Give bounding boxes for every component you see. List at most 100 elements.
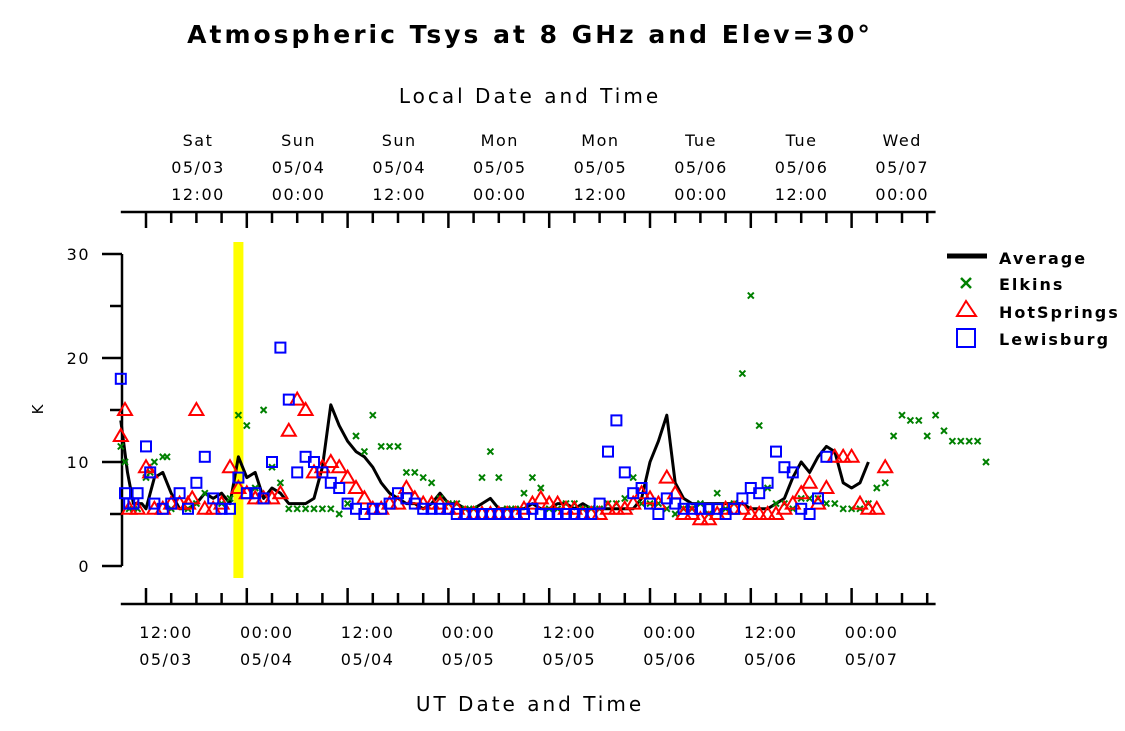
lewisburg-point: [635, 482, 648, 494]
elkins-point: [234, 411, 243, 419]
elkins-point: [772, 499, 780, 508]
top-tick-day: Tue: [684, 131, 717, 150]
top-tick-date: 05/06: [775, 158, 829, 177]
elkins-point: [427, 479, 436, 487]
bottom-tick-time: 00:00: [442, 623, 496, 642]
lewisburg-point: [686, 502, 698, 515]
lewisburg-point: [232, 471, 245, 484]
hotsprings-point: [817, 479, 836, 494]
lewisburg-point: [618, 466, 631, 479]
elkins-point: [117, 442, 125, 451]
elkins-point: [385, 442, 394, 451]
lewisburg-point: [753, 487, 766, 500]
legend: Average Elkins HotSprings Lewisburg: [947, 249, 1120, 349]
elkins-point: [335, 510, 343, 518]
elkins-point: [898, 411, 906, 419]
elkins-point: [528, 473, 537, 482]
lewisburg-point: [812, 492, 824, 505]
elkins-point: [352, 432, 360, 440]
elkins-point: [889, 432, 898, 440]
bottom-tick-time: 12:00: [341, 623, 395, 642]
elkins-point: [839, 505, 847, 513]
hotsprings-point: [196, 499, 214, 515]
elkins-point: [982, 458, 990, 466]
elkins-point: [259, 406, 268, 414]
legend-hotsprings-swatch: [955, 299, 978, 317]
elkins-point: [965, 437, 973, 445]
elkins-point: [957, 437, 965, 445]
hotsprings-point: [758, 505, 777, 520]
hotsprings-point: [271, 484, 290, 500]
elkins-point: [310, 505, 318, 513]
top-axis-title: Local Date and Time: [399, 84, 661, 108]
highlight-band-layer: [233, 242, 244, 578]
elkins-point: [486, 447, 495, 456]
hotsprings-point: [322, 453, 340, 468]
top-tick-time: 12:00: [775, 185, 829, 204]
top-tick-time: 00:00: [875, 185, 929, 204]
bottom-tick-date: 05/06: [643, 650, 697, 669]
elkins-point: [831, 499, 839, 508]
lewisburg-point: [602, 445, 614, 458]
hotsprings-point: [834, 447, 852, 463]
lewisburg-point: [576, 508, 589, 520]
chart-title: Atmospheric Tsys at 8 GHz and Elev=30°: [187, 20, 873, 49]
bottom-tick-date: 05/05: [442, 650, 496, 669]
lewisburg-point: [182, 502, 194, 515]
lewisburg-point: [702, 502, 715, 515]
top-tick-day: Tue: [785, 131, 818, 150]
lewisburg-point: [425, 502, 438, 515]
highlight-band: [233, 242, 244, 578]
lewisburg-point: [240, 487, 253, 500]
legend-hotsprings-label: HotSprings: [999, 303, 1120, 322]
lewisburg-point: [291, 466, 304, 479]
elkins-point: [478, 473, 486, 482]
bottom-tick-date: 05/03: [139, 650, 193, 669]
lewisburg-point: [316, 466, 329, 479]
top-tick-day: Wed: [883, 131, 922, 150]
top-tick-date: 05/07: [875, 158, 929, 177]
hotsprings-point: [557, 499, 575, 515]
hotsprings-point: [624, 494, 642, 510]
bottom-tick-time: 00:00: [845, 623, 899, 642]
hotsprings-point: [842, 447, 861, 463]
elkins-point: [621, 494, 629, 503]
lewisburg-point: [736, 492, 749, 505]
elkins-point: [738, 369, 747, 378]
bottom-tick-date: 05/05: [542, 650, 596, 669]
lewisburg-point: [803, 508, 816, 520]
top-tick-time: 00:00: [473, 185, 527, 204]
elkins-point: [369, 411, 377, 419]
lewisburg-point: [257, 492, 270, 505]
elkins-point: [318, 505, 327, 513]
elkins-point: [629, 473, 637, 482]
lewisburg-point: [484, 508, 497, 520]
elkins-point: [121, 458, 129, 466]
lewisburg-point: [786, 466, 799, 479]
top-tick-date: 05/06: [674, 158, 728, 177]
hotsprings-point: [347, 479, 365, 494]
lewisburg-point: [282, 393, 295, 406]
elkins-point: [163, 453, 171, 461]
lewisburg-point: [551, 508, 564, 520]
elkins-point: [873, 484, 881, 492]
elkins-point: [931, 411, 940, 419]
lewisburg-point: [198, 450, 211, 463]
lewisburg-point: [585, 508, 598, 520]
bottom-tick-time: 12:00: [744, 623, 798, 642]
lewisburg-point: [173, 487, 186, 500]
elkins-point: [327, 505, 335, 513]
elkins-point: [226, 494, 234, 503]
legend-lewisburg-swatch: [956, 328, 976, 348]
hotsprings-point: [851, 494, 869, 510]
elkins-point: [419, 473, 427, 482]
lewisburg-point: [644, 497, 656, 510]
lewisburg-point: [140, 440, 152, 453]
lewisburg-point: [761, 476, 774, 489]
hotsprings-point: [330, 458, 348, 474]
y-tick-label: 10: [67, 453, 90, 472]
elkins-point: [411, 468, 419, 477]
hotsprings-point: [116, 401, 134, 416]
hotsprings-point: [691, 510, 710, 526]
